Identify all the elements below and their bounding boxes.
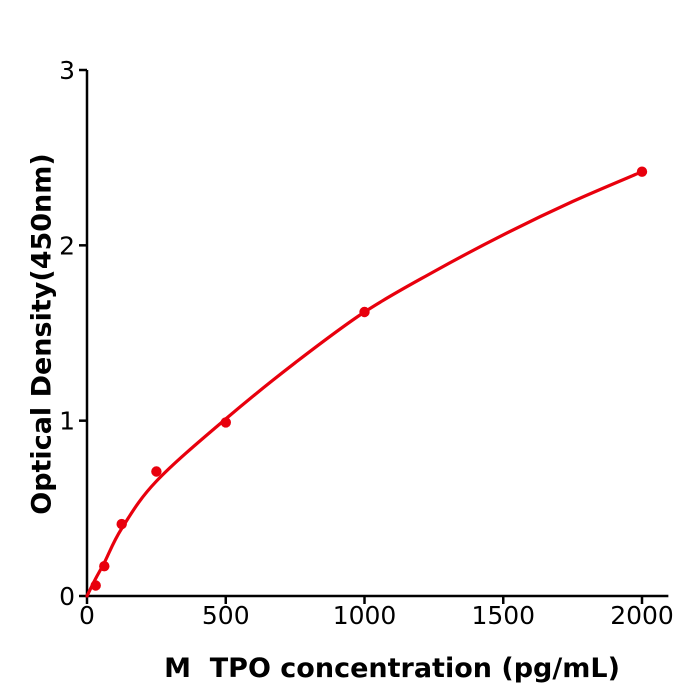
x-tick-label: 2000 bbox=[610, 601, 674, 630]
fit-curve bbox=[85, 170, 644, 598]
y-axis-label: Optical Density(450nm) bbox=[26, 153, 58, 515]
data-point bbox=[90, 580, 101, 591]
y-tick-label: 0 bbox=[59, 582, 75, 611]
x-tick-label: 1000 bbox=[333, 601, 397, 630]
x-tick-label: 0 bbox=[79, 601, 95, 630]
x-axis-label: M TPO concentration (pg/mL) bbox=[164, 653, 620, 684]
data-point bbox=[151, 466, 162, 477]
y-tick-label: 1 bbox=[59, 407, 75, 436]
data-point bbox=[636, 166, 648, 177]
data-point bbox=[116, 518, 127, 530]
data-point bbox=[220, 417, 231, 428]
y-tick-label: 3 bbox=[59, 56, 75, 85]
data-point bbox=[99, 561, 110, 572]
x-tick-label: 1500 bbox=[471, 601, 535, 630]
y-tick-label: 2 bbox=[59, 231, 75, 260]
x-tick-label: 500 bbox=[202, 601, 250, 630]
data-point bbox=[359, 306, 370, 318]
